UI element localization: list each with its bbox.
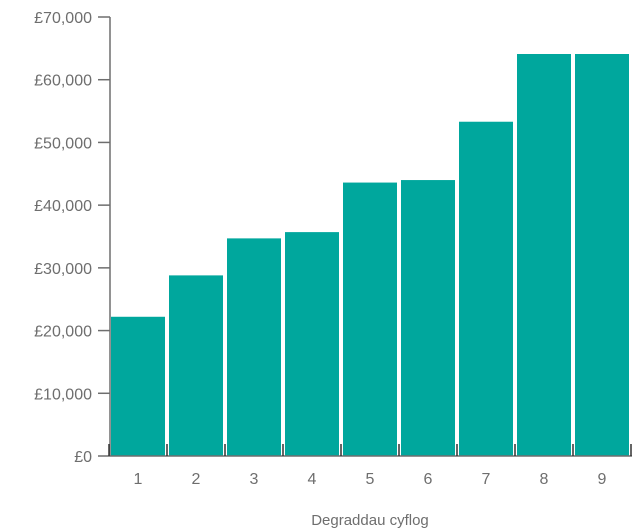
bar bbox=[227, 238, 281, 456]
bar bbox=[285, 232, 339, 456]
x-tick-label: 1 bbox=[134, 471, 143, 488]
bar bbox=[459, 121, 513, 457]
x-tick-label: 5 bbox=[366, 471, 375, 488]
bar bbox=[575, 54, 629, 456]
bar bbox=[169, 275, 223, 456]
y-tick-label: £0 bbox=[74, 449, 92, 466]
x-axis: 1 2 3 4 5 6 7 8 9 bbox=[108, 444, 632, 488]
x-tick-label: 6 bbox=[424, 471, 433, 488]
x-axis-title: Degraddau cyflog bbox=[311, 512, 429, 529]
bars bbox=[111, 54, 629, 457]
y-axis: £0 £10,000 £20,000 £30,000 £40,000 £50,000 £60… bbox=[34, 10, 111, 466]
y-tick-label: £30,000 bbox=[34, 261, 92, 278]
x-tick-label: 2 bbox=[192, 471, 201, 488]
bar bbox=[111, 316, 165, 456]
y-tick-label: £20,000 bbox=[34, 324, 92, 341]
x-tick-label: 8 bbox=[540, 471, 549, 488]
bar bbox=[517, 54, 571, 456]
bar bbox=[401, 180, 455, 457]
x-tick-label: 4 bbox=[308, 471, 317, 488]
x-tick-label: 9 bbox=[598, 471, 607, 488]
x-tick-label: 7 bbox=[482, 471, 491, 488]
x-tick-label: 3 bbox=[250, 471, 259, 488]
y-tick-label: £60,000 bbox=[34, 73, 92, 90]
y-tick-label: £70,000 bbox=[34, 10, 92, 27]
bar bbox=[343, 182, 397, 456]
y-tick-label: £50,000 bbox=[34, 135, 92, 152]
y-tick-label: £10,000 bbox=[34, 386, 92, 403]
y-tick-label: £40,000 bbox=[34, 198, 92, 215]
